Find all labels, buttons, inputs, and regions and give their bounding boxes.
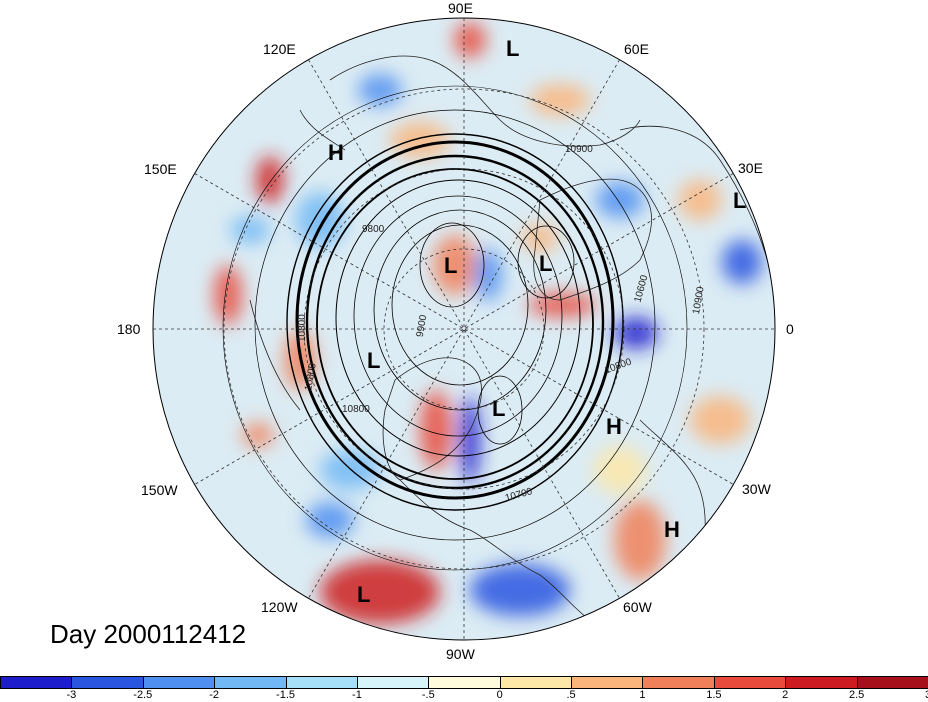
anomaly-blob [454,22,486,58]
colorbar-tick-label: 2.5 [848,689,865,701]
anomaly-blob [722,240,762,284]
high-pressure-label: H [606,414,622,439]
longitude-label-0: 0 [786,321,794,337]
contour-label: 10800 [297,314,308,342]
colorbar-swatch [499,676,573,689]
colorbar-tick-label: -2.5 [133,689,153,701]
colorbar-swatch [713,676,787,689]
anomaly-blob [433,235,477,295]
anomaly-blob [358,74,402,106]
colorbar-swatch [71,676,144,689]
contour-label: 10800 [342,404,370,415]
contour-label: 9800 [362,224,385,235]
anomaly-blob [320,560,440,624]
colorbar-tick-label: -2 [209,689,220,701]
anomaly-blob [614,500,666,580]
colorbar-tick-label: -.5 [421,689,435,701]
anomaly-blob [474,249,502,301]
longitude-labels: 90E 60E 30E 0 30W 60W 90W 120W 150W 180 … [117,0,794,662]
anomaly-blob [420,390,452,470]
colorbar-swatch [785,676,858,689]
low-pressure-label: L [733,188,746,213]
colorbar-tick-label: 2 [782,689,789,701]
colorbar-tick-label: 1.5 [706,689,722,701]
longitude-label-180: 180 [117,321,141,337]
colorbar-swatch [428,676,501,689]
low-pressure-label: L [444,253,457,278]
colorbar-swatch [856,676,928,689]
colorbar-swatch [142,676,216,689]
pressure-system-labels: L H L L L L L H H L [328,36,746,607]
anomaly-blob [690,396,750,444]
low-pressure-label: L [492,396,505,421]
longitude-label-90w: 90W [446,646,476,662]
colorbar-swatch [356,676,430,689]
anomaly-blob [214,265,242,325]
low-pressure-label: L [506,36,519,61]
contour-label: 10900 [565,144,593,155]
longitude-label-120e: 120E [263,41,296,57]
longitude-label-60w: 60W [623,599,653,615]
longitude-label-30e: 30E [738,160,763,176]
colorbar-tick-label: -1.5 [276,689,296,701]
longitude-label-150w: 150W [141,482,178,498]
anomaly-blob [596,182,644,218]
longitude-label-90e: 90E [448,0,473,16]
colorbar-tick-label: -3 [66,689,77,701]
colorbar-swatch [214,676,287,689]
colorbar-tick-label: 0 [496,689,503,701]
polar-stereographic-map: 10900 9800 10600 10900 10800 10800 10800… [117,0,794,662]
high-pressure-label: H [664,517,680,542]
contour-label: 9900 [415,314,430,338]
anomaly-blob [390,122,450,158]
low-pressure-label: L [539,251,552,276]
contour-label: 10800 [303,362,319,392]
longitude-label-60e: 60E [624,41,649,57]
anomaly-blob [594,446,646,494]
longitude-label-30w: 30W [742,481,772,497]
colorbar-swatch [285,676,358,689]
anomaly-blob [678,180,722,220]
anomaly-blob [530,84,590,116]
colorbar-tick-label: 1 [639,689,646,701]
colorbar-tick-label: -1 [352,689,362,701]
anomaly-blob [614,317,658,349]
colorbar-swatch [0,676,73,689]
graticule [152,17,776,641]
high-pressure-label: H [328,140,344,165]
colorbar: -3 -2.5 -2 -1.5 -1 -.5 0 .5 1 1.5 2 2.5 3 [0,674,928,702]
low-pressure-label: L [367,348,380,373]
anomaly-blob [470,564,570,616]
anomaly-blob [306,502,354,538]
colorbar-swatch [642,676,715,689]
colorbar-tick-label: 3 [925,689,928,701]
colorbar-tick-label: .5 [566,689,576,701]
map-title: Day 2000112412 [50,619,247,649]
longitude-label-150e: 150E [144,161,177,177]
low-pressure-label: L [357,582,370,607]
contours [222,85,688,571]
contour-label: 10900 [691,285,707,315]
colorbar-swatch [571,676,644,689]
longitude-label-120w: 120W [261,599,298,615]
